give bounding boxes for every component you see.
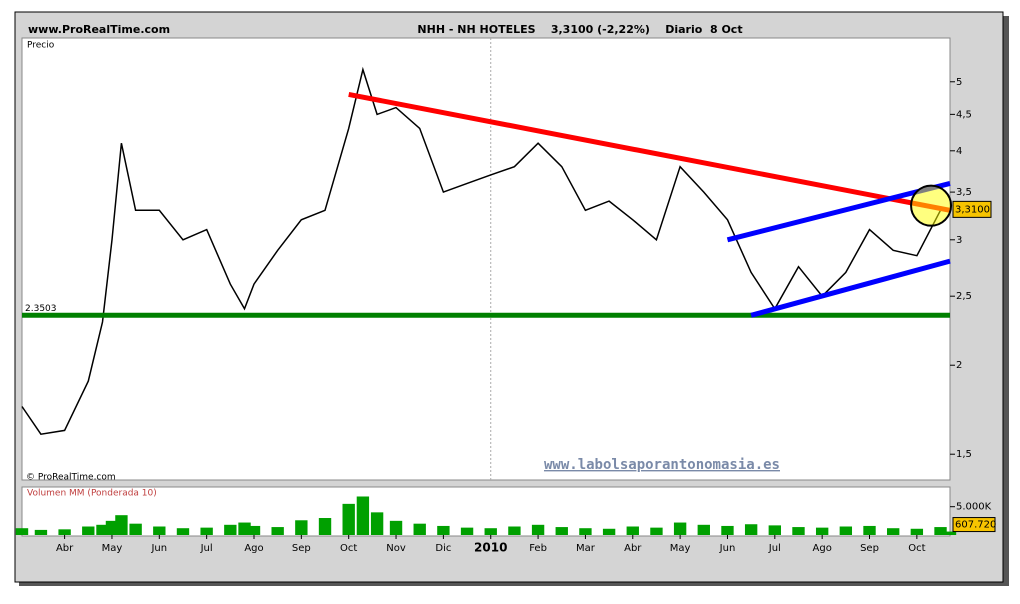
volume-bar	[531, 524, 545, 535]
x-tick-label: Jul	[200, 543, 213, 554]
volume-bar	[934, 527, 947, 535]
x-tick-label: Sep	[292, 543, 311, 554]
x-tick-label: Mar	[576, 543, 596, 554]
volume-bar	[555, 527, 568, 535]
volume-bar	[153, 526, 166, 535]
volume-bar	[602, 528, 616, 535]
volume-bar	[910, 528, 924, 535]
x-tick-label: Oct	[340, 543, 357, 554]
volume-bar	[342, 503, 355, 535]
trend-line	[348, 91, 951, 213]
volume-bar	[318, 518, 332, 535]
volume-bar	[105, 520, 119, 535]
last-price-label: 3,3100	[955, 204, 990, 215]
volume-last-box	[952, 517, 996, 533]
volume-bar	[247, 525, 261, 535]
volume-bar	[115, 515, 128, 535]
y-tick-label: 3	[956, 235, 962, 246]
x-tick-label: Jun	[150, 543, 167, 554]
volume-bar	[224, 524, 237, 535]
volume-bar	[460, 527, 474, 535]
y-tick-label: 2,5	[956, 291, 972, 302]
volume-bar	[15, 528, 29, 535]
volume-bar	[356, 496, 370, 535]
volume-bar	[673, 522, 687, 535]
volume-bar	[389, 520, 403, 535]
x-tick-label: Abr	[624, 543, 642, 554]
volume-bar	[579, 528, 592, 535]
volume-bar	[839, 526, 853, 535]
y-tick-label: 4	[956, 146, 962, 157]
volume-bar	[437, 525, 450, 535]
volume-bar	[626, 526, 639, 535]
volume-bar	[200, 527, 213, 535]
x-tick-label: Oct	[908, 543, 925, 554]
volume-bar	[943, 531, 957, 535]
price-panel	[21, 37, 951, 481]
volume-bar	[34, 529, 48, 535]
y-tick-label: 5	[956, 77, 962, 88]
volume-bar	[650, 527, 663, 535]
chart-title: NHH - NH HOTELES 3,3100 (-2,22%) Diario …	[417, 23, 742, 36]
highlight-circle	[910, 184, 953, 227]
copyright: © ProRealTime.com	[26, 473, 116, 483]
x-tick-label: Sep	[860, 543, 879, 554]
line-label: 2.3503	[25, 304, 57, 314]
volume-bar	[96, 524, 109, 535]
x-tick-label: Nov	[386, 543, 406, 554]
volume-bar	[82, 526, 95, 535]
x-tick-label: Ago	[244, 543, 263, 554]
x-tick-label: Ago	[813, 543, 832, 554]
volume-last-label: 607.720	[955, 520, 996, 531]
volume-bar	[413, 523, 426, 535]
volume-bar	[792, 527, 805, 535]
site: www.ProRealTime.com	[28, 23, 170, 36]
last-price-box	[952, 200, 992, 218]
y-label: Precio	[27, 41, 55, 51]
volume-tick-label: 5.000K	[956, 502, 992, 513]
volume-bar	[129, 523, 142, 535]
volume-bar	[484, 528, 497, 535]
volume-bar	[238, 522, 251, 535]
x-tick-label: Jul	[768, 543, 781, 554]
volume-bar	[744, 524, 758, 535]
x-tick-label: Jun	[719, 543, 736, 554]
volume-bar	[271, 527, 284, 535]
x-tick-label: Dic	[435, 543, 451, 554]
x-tick-label: Abr	[56, 543, 74, 554]
trend-line	[726, 180, 951, 243]
volume-bar	[886, 528, 900, 535]
x-tick-label: 2010	[474, 541, 507, 555]
y-tick-label: 1,5	[956, 449, 972, 460]
y-tick-label: 4,5	[956, 109, 972, 120]
x-tick-label: May	[670, 543, 691, 554]
watermark: www.labolsaporantonomasia.es	[544, 457, 780, 473]
trend-line	[750, 258, 951, 318]
volume-bar	[370, 512, 384, 535]
price-line	[21, 66, 951, 436]
volume-bar	[508, 526, 521, 535]
volume-bar	[768, 525, 782, 535]
y-tick-label: 2	[956, 360, 962, 371]
x-tick-label: Feb	[529, 543, 547, 554]
y-tick-label: 3,5	[956, 187, 972, 198]
volume-bar	[295, 520, 308, 535]
volume-bar	[721, 525, 734, 535]
volume-name: Volumen MM (Ponderada 10)	[27, 489, 157, 499]
volume-bar	[863, 525, 876, 535]
volume-bar	[176, 528, 190, 535]
volume-bar	[58, 529, 71, 535]
volume-bar	[697, 524, 710, 535]
x-tick-label: May	[102, 543, 123, 554]
volume-bar	[815, 527, 829, 535]
